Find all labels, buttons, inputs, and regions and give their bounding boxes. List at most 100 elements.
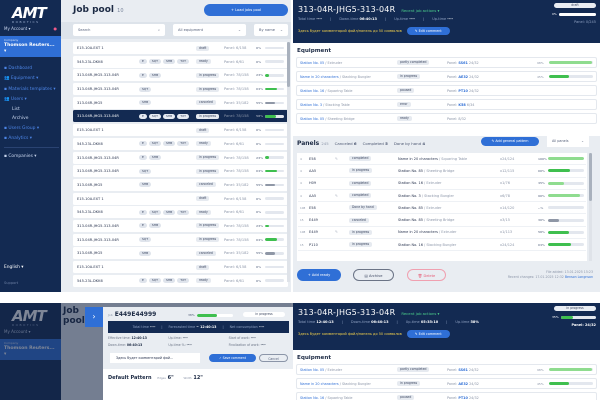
add-general-pattern-button[interactable]: ✎ Add general pattern <box>481 137 539 146</box>
sidebar-item-equipment[interactable]: 👥 Equipment ▾ <box>4 76 39 82</box>
job-row[interactable]: 545-23L-DKK6 E SQT SHB TXT ready Panel: 6/61 0% <box>73 274 288 287</box>
edit-comment-button[interactable]: ✎ Edit comment <box>406 27 450 35</box>
job-times: Total time 12:40:13 | Down-time 06:40:13 | U… <box>298 320 595 324</box>
company-value: Thomson Reuters... ▾ <box>4 43 55 54</box>
panel-row[interactable]: 4 AA5 ✎ completed Station No. 3 / Stacking B… <box>298 190 586 203</box>
tab-completed[interactable]: Completed 5 <box>362 141 388 146</box>
load-jobs-pool-button[interactable]: + Load jobs pool <box>204 4 288 16</box>
equipment-row[interactable]: Station No. 05 / Extruder partly complete… <box>296 364 597 375</box>
panel-quantity: x24/124 <box>500 156 515 161</box>
panel-code[interactable]: SS61 <box>458 60 468 65</box>
job-row[interactable]: 313-04R-JHG5-313-04R SQT in progress Panel:… <box>73 83 288 96</box>
job-row[interactable]: 313-04R-JHG5 SHB canceled Panel: 35/182 55% <box>73 96 288 109</box>
panel-row[interactable]: 108 E58 Done by hand Station No. 85 / Extru… <box>298 202 586 215</box>
pencil-icon[interactable]: ✎ <box>335 230 338 235</box>
job-row[interactable]: 545-23L-DKK6 E SQT SHB TXT ready Panel: 6/61 0% <box>73 55 288 68</box>
job-row[interactable]: 545-23L-DKK6 E SQT SHB TXT ready Panel: 6/61 0% <box>73 137 288 150</box>
panel-code[interactable]: AE32 <box>458 381 469 386</box>
cancel-button[interactable]: Cancel <box>259 354 288 362</box>
equipment-row[interactable]: Station No. 16 / Squaring Table paused Pan… <box>296 392 597 400</box>
pencil-icon[interactable]: ✎ <box>335 156 338 161</box>
equipment-row[interactable]: Station No. 16 / Squaring Table paused Pan… <box>296 85 597 96</box>
collapse-arrow-button[interactable]: › <box>85 307 103 327</box>
sidebar-item-list[interactable]: List <box>12 107 20 112</box>
job-row[interactable]: 313-04R-JHG5-313-04R E SQT SHB TXT in progres… <box>73 110 288 123</box>
panel-code[interactable]: PT10 <box>458 395 468 400</box>
info-item: Finalization of work: ---- <box>228 343 266 347</box>
sidebar-item-companies[interactable]: ▪ Companies ▾ <box>4 153 37 159</box>
sidebar-item-analytics[interactable]: ▪ Analytics ▾ <box>4 136 32 142</box>
job-row[interactable]: E15-10A-EXT 1 draft Panel: 6/158 0% <box>73 42 288 54</box>
equipment-name[interactable]: Station No. 05 / Extruder <box>300 367 343 372</box>
tab-done-by-hand[interactable]: Done by hand 4 <box>393 141 426 146</box>
panel-row[interactable]: 15 E449 canceled Station No. 85 / Sheeting … <box>298 214 586 227</box>
job-row[interactable]: 313-04R-JHG5-313-04R SQT in progress Panel:… <box>73 233 288 246</box>
comment-input[interactable]: Здесь будет комментарий фай... <box>110 353 200 363</box>
add-ready-button[interactable]: + Add ready <box>297 269 341 281</box>
equipment-row[interactable]: Station No. 3 / Stacking Table error Panel… <box>296 99 597 110</box>
job-tags: SHB <box>139 100 196 106</box>
equipment-tag: SHB <box>163 113 176 119</box>
equipment-row[interactable]: Name in 20 characters / Stacking Bungler… <box>296 378 597 389</box>
recent-job-actions[interactable]: Recent job actions ▾ <box>401 311 440 316</box>
job-row[interactable]: 313-04R-JHG5-313-04R SQT in progress Panel:… <box>73 165 288 178</box>
sidebar-item-users[interactable]: 👥 Users ▾ <box>4 97 27 103</box>
progress-bar <box>548 243 584 247</box>
panel-row[interactable]: 4 H09 completed Station No. 16 / Extruder x1… <box>298 178 586 190</box>
equipment-name[interactable]: Station No. 16 / Squaring Table <box>300 88 353 93</box>
tab-panels[interactable]: Panels 245 <box>297 140 329 147</box>
job-row[interactable]: 545-23L-DKK6 E SQT SHB TXT ready Panel: 6/61 0% <box>73 206 288 219</box>
job-row[interactable]: 313-04R-JHG5-313-04R E SHB in progress Panel… <box>73 151 288 164</box>
panel-code[interactable]: PT10 <box>458 88 468 93</box>
sidebar-item-materials-templates[interactable]: ▪ Materials templates ▾ <box>4 86 56 92</box>
panel-code[interactable]: SS61 <box>458 367 468 372</box>
tab-canceled[interactable]: Canceled 6 <box>334 141 357 146</box>
sidebar-item-users-group[interactable]: ▪ Users Group ▾ <box>4 125 40 131</box>
panel-row[interactable]: 108 E449 ✎ in progress Name in 20 characters… <box>298 227 586 240</box>
edit-comment-button[interactable]: ✎ Edit comment <box>406 330 450 338</box>
equipment-row[interactable]: Station No. 05 / Sheeting Bridge ready Pan… <box>296 113 597 124</box>
panel-row[interactable]: 15 P110 in progress Station No. 16 / Stacki… <box>298 239 586 252</box>
job-row[interactable]: E15-10A-EXT 1 draft Panel: 6/158 0% <box>73 124 288 137</box>
equipment-name[interactable]: Name in 20 characters / Stacking Bungler <box>300 74 371 79</box>
delete-button[interactable]: 🗑 Delete <box>407 269 446 281</box>
archive-button[interactable]: ▤ Archive <box>353 269 394 281</box>
panel-code[interactable]: K58 <box>458 102 466 107</box>
equipment-name[interactable]: Station No. 05 / Sheeting Bridge <box>300 116 355 121</box>
equipment-row[interactable]: Station No. 05 / Extruder partly complete… <box>296 57 597 68</box>
job-row[interactable]: E15-10A-EXT 1 draft Panel: 6/158 0% <box>73 261 288 273</box>
scrollbar[interactable] <box>287 42 290 282</box>
sort-select[interactable]: By name ⌄ <box>254 24 288 36</box>
panel-row[interactable]: 4 E58 ✎ completed Name in 20 characters / Sq… <box>298 153 586 166</box>
equipment-row[interactable]: Name in 20 characters / Stacking Bungler… <box>296 71 597 82</box>
bell-icon[interactable]: ● <box>53 26 58 31</box>
job-row[interactable]: E15-10A-EXT 1 draft Panel: 6/158 0% <box>73 192 288 205</box>
info-value: ---- <box>186 343 192 347</box>
support-link[interactable]: Support <box>4 281 19 285</box>
panels-filter[interactable]: All panels ⌄ <box>547 136 589 147</box>
my-account-menu[interactable]: My Account ▾ <box>4 26 31 31</box>
equipment-name[interactable]: Name in 20 characters / Stacking Bungler <box>300 381 371 386</box>
pencil-icon[interactable]: ✎ <box>335 193 338 198</box>
job-row[interactable]: 313-04R-JHG5 SHB canceled Panel: 35/182 55% <box>73 178 288 191</box>
equipment-type: / Extruder <box>424 205 442 210</box>
equipment-name[interactable]: Station No. 05 / Extruder <box>300 60 343 65</box>
save-comment-button[interactable]: ✓ Save comment <box>209 354 256 362</box>
recent-user-link[interactable]: Benson Longnson <box>564 275 593 279</box>
job-row[interactable]: 313-04R-JHG5-313-04R E SHB in progress Panel… <box>73 219 288 232</box>
job-row[interactable]: 313-04R-JHG5-313-04R E SHB in progress Panel… <box>73 69 288 82</box>
panel-code[interactable]: AE32 <box>458 74 469 79</box>
info-item: Down-time: 06:40:13 <box>108 343 143 347</box>
recent-job-actions[interactable]: Recent job actions ▾ <box>401 8 440 13</box>
equipment-name[interactable]: Station No. 16 / Squaring Table <box>300 395 353 400</box>
scrollbar[interactable] <box>589 153 592 261</box>
equipment-name[interactable]: Station No. 3 / Stacking Table <box>300 102 350 107</box>
sidebar-item-dashboard[interactable]: ▪ Dashboard <box>4 65 33 71</box>
panel-row[interactable]: 4 AA5 in progress Station No. 85 / Sheeting… <box>298 165 586 178</box>
job-row[interactable]: 313-04R-JHG5 SHB canceled Panel: 35/182 55% <box>73 247 288 260</box>
sidebar-item-archive[interactable]: Archive <box>12 116 29 121</box>
search-input[interactable]: Search ⌕ <box>73 24 165 36</box>
equipment-filter[interactable]: All equipment ⌄ <box>173 24 246 36</box>
language-selector[interactable]: English ▾ <box>4 265 24 270</box>
